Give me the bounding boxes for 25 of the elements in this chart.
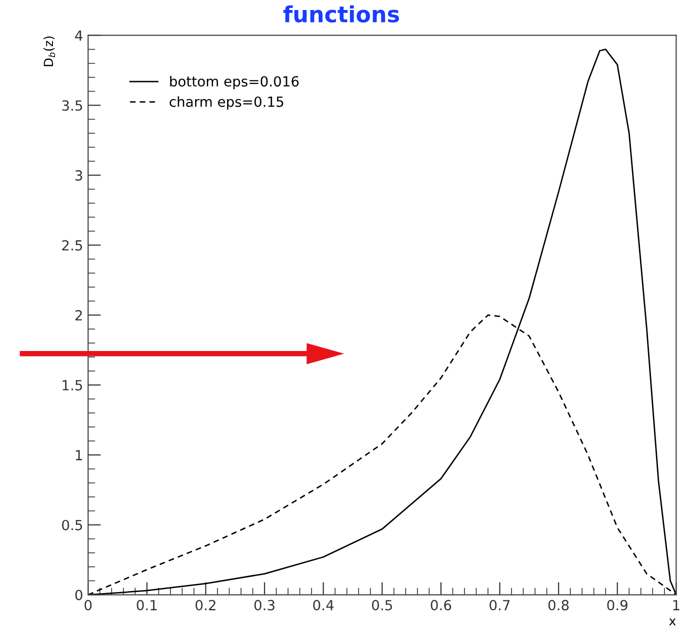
x-axis-title: x [669,618,676,626]
x-tick-label: 1 [673,600,680,610]
y-tick-label: 1 [76,450,82,460]
x-tick-label: 0.1 [136,600,157,610]
y-tick-label: 0 [75,590,82,600]
y-tick-label: 3 [75,170,82,181]
chart-title: functions [283,5,399,23]
y-tick-label: 1.5 [62,380,82,390]
y-tick-label: 2.5 [62,240,82,251]
x-tick-label: 0 [84,600,92,610]
y-axis-title: D$_{b}$(z) [44,36,56,66]
x-tick-label: 0.3 [254,600,274,610]
legend-label: charm eps=0.15 [170,96,284,110]
x-tick-label: 0.8 [548,600,569,610]
x-tick-label: 0.7 [490,600,510,610]
x-tick-label: 0.4 [313,600,334,610]
y-tick-label: 0.5 [62,520,82,530]
y-tick-label: 2 [75,310,82,320]
y-tick-label: 3.5 [62,100,82,111]
x-tick-label: 0.6 [430,600,452,610]
x-tick-label: 0.2 [196,600,216,610]
legend-label: bottom eps=0.016 [170,76,299,90]
y-tick-label: 4 [75,30,82,41]
x-tick-label: 0.5 [372,600,392,610]
x-tick-label: 0.9 [607,600,628,610]
